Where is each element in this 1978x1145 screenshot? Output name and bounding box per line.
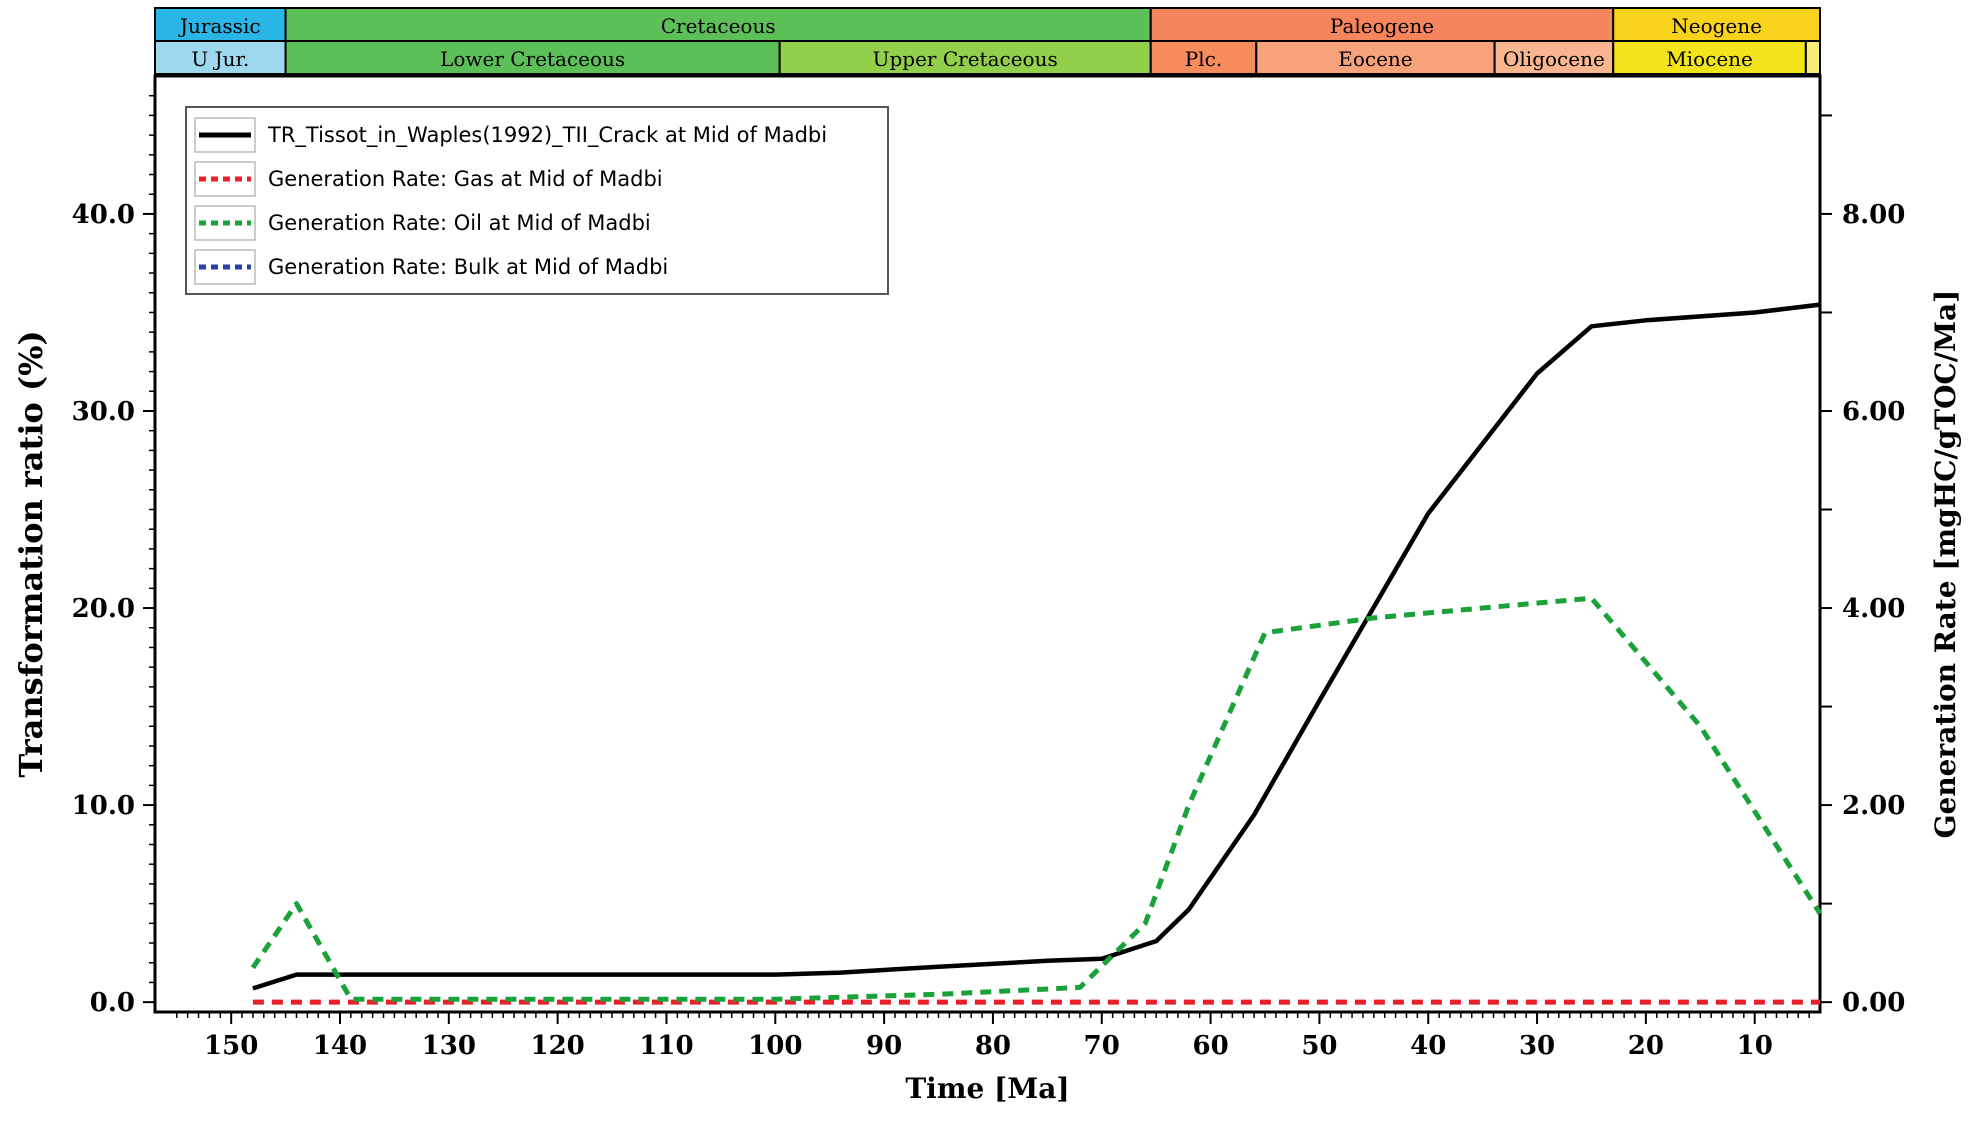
x-tick-label: 130: [422, 1031, 476, 1061]
timescale-cell-plc-: [1149, 40, 1258, 75]
legend-entry-0: TR_Tissot_in_Waples(1992)_TII_Crack at M…: [267, 123, 827, 148]
timescale-cell-u-jur-: [154, 40, 287, 75]
x-tick-label: 20: [1628, 1031, 1664, 1061]
x-tick-label: 10: [1737, 1031, 1773, 1061]
x-tick-label: 100: [748, 1031, 802, 1061]
y-tick-label: 30.0: [72, 397, 135, 427]
y2-tick-label: 0.00: [1842, 988, 1905, 1018]
legend-entry-2: Generation Rate: Oil at Mid of Madbi: [268, 211, 651, 235]
timescale-label-eocene: Eocene: [1338, 47, 1412, 71]
x-tick-label: 110: [639, 1031, 693, 1061]
y2-axis-title: Generation Rate [mgHC/gTOC/Ma]: [1929, 290, 1962, 839]
series-layer: [250, 302, 1823, 1005]
x-axis-title: Time [Ma]: [905, 1072, 1069, 1105]
timescale-cell-oligocene: [1493, 40, 1615, 75]
timescale-label-cretaceous: Cretaceous: [661, 14, 776, 38]
x-tick-label: 80: [975, 1031, 1011, 1061]
x-tick-label: 90: [866, 1031, 902, 1061]
timescale-label-plc-: Plc.: [1185, 47, 1222, 71]
y2-tick-label: 8.00: [1842, 200, 1905, 230]
timescale-label-paleogene: Paleogene: [1330, 14, 1434, 38]
plot-frame: [153, 74, 1822, 1014]
axes: 150 140 130 120 110 100 90 80 70 60 50 40 30 20 10 0.0 1…: [72, 94, 1905, 1061]
x-tick-label: 140: [313, 1031, 367, 1061]
timescale-cell-lower-cretaceous: [284, 40, 781, 75]
timescale-cell-jurassic: [154, 7, 287, 42]
series-line-0: [252, 302, 1821, 991]
x-tick-label: 40: [1410, 1031, 1446, 1061]
timescale-cell-unnamed: [1804, 40, 1821, 75]
y-tick-label: 20.0: [72, 594, 135, 624]
y-axis-title: Transformation ratio (%): [12, 330, 50, 777]
legend-entry-1: Generation Rate: Gas at Mid of Madbi: [268, 167, 663, 191]
timescale-label-u-jur-: U Jur.: [191, 47, 249, 71]
legend: TR_Tissot_in_Waples(1992)_TII_Crack at M…: [185, 106, 889, 295]
y2-tick-label: 6.00: [1842, 397, 1905, 427]
series-line-2: [250, 595, 1823, 1002]
geologic-timescale: Jurassic Cretaceous Paleogene Neogene U Jur.…: [154, 7, 1822, 75]
x-tick-label: 120: [531, 1031, 585, 1061]
timescale-cell-eocene: [1255, 40, 1496, 75]
x-tick-label: 60: [1192, 1031, 1228, 1061]
y-tick-label: 10.0: [72, 791, 135, 821]
x-tick-label: 70: [1084, 1031, 1120, 1061]
x-tick-label: 150: [204, 1031, 258, 1061]
y2-tick-label: 2.00: [1842, 791, 1905, 821]
timescale-label-oligocene: Oligocene: [1503, 47, 1605, 71]
x-tick-label: 50: [1301, 1031, 1337, 1061]
legend-box: [185, 106, 889, 295]
timescale-label-jurassic: Jurassic: [178, 14, 261, 38]
timescale-cell-cretaceous: [284, 7, 1152, 42]
x-tick-label: 30: [1519, 1031, 1555, 1061]
timescale-label-neogene: Neogene: [1671, 14, 1762, 38]
timescale-label-upper-cretaceous: Upper Cretaceous: [873, 47, 1058, 71]
timescale-cell-upper-cretaceous: [778, 40, 1152, 75]
timescale-cell-neogene: [1612, 7, 1822, 42]
legend-entry-3: Generation Rate: Bulk at Mid of Madbi: [268, 255, 668, 279]
y-tick-label: 40.0: [72, 200, 135, 230]
timescale-label-lower-cretaceous: Lower Cretaceous: [440, 47, 625, 71]
y2-tick-label: 4.00: [1842, 594, 1905, 624]
timescale-label-miocene: Miocene: [1666, 47, 1753, 71]
y-tick-label: 0.0: [90, 988, 135, 1018]
